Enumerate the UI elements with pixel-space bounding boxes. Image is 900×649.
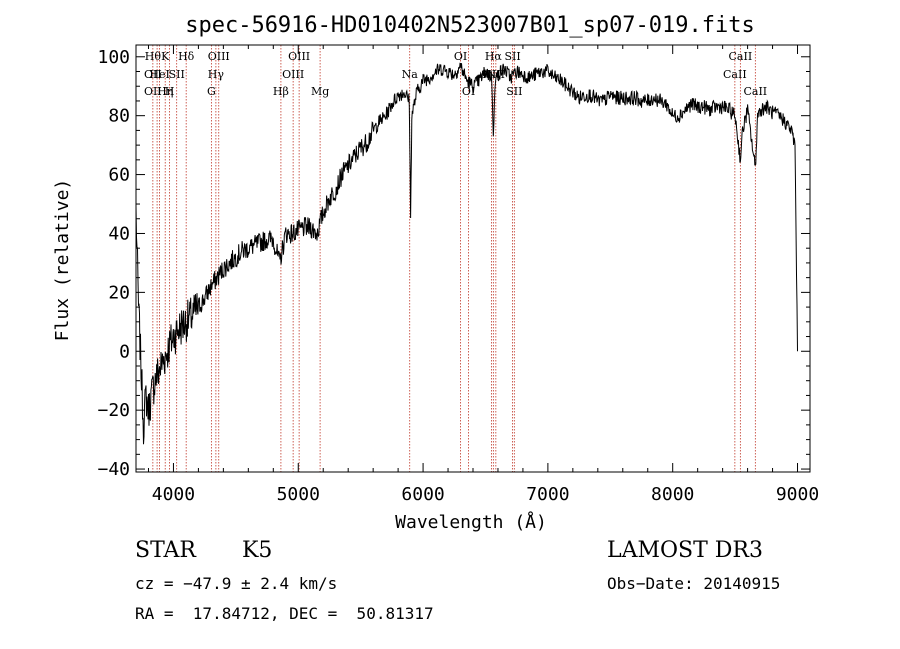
line-marker-label: Mg [311,85,329,98]
line-marker-label: HeI [149,68,169,81]
coordinates: RA = 17.84712, DEC = 50.81317 [135,604,434,623]
line-marker-label: CaII [743,85,767,98]
line-marker-label: OIII [288,50,310,63]
line-marker-label: Hγ [208,68,225,81]
line-marker-label: OII [144,85,162,98]
line-marker-label: H [165,85,175,98]
y-axis: −40 −20 0 20 40 60 80 100 [97,47,810,480]
line-marker-label: OIII [208,50,230,63]
subclass: K5 [242,538,273,563]
x-tick-label: 6000 [401,484,444,505]
line-marker-label: OII [144,68,162,81]
line-marker-label: K [161,50,170,63]
observation-date: Obs−Date: 20140915 [607,574,781,593]
line-marker-label: SII [504,50,520,63]
y-tick-label: 20 [108,282,130,303]
x-axis-label: Wavelength (Å) [395,511,547,533]
y-tick-label: 0 [119,341,130,362]
line-marker-label: CaII [729,50,753,63]
x-tick-label: 4000 [152,484,195,505]
line-marker-label: Hβ [273,85,289,98]
y-tick-label: −20 [97,400,130,421]
line-marker-label: OI [462,85,475,98]
line-marker-label: OI [454,50,467,63]
y-tick-label: −40 [97,459,130,480]
line-marker-label: OIII [282,68,304,81]
object-class: STAR [135,538,196,563]
spectrum-line [135,62,798,445]
line-marker-label: Hδ [178,50,195,63]
x-tick-label: 9000 [776,484,819,505]
line-marker-label: Hθ [145,50,162,63]
y-axis-label: Flux (relative) [52,179,73,342]
x-axis: 4000 5000 6000 7000 8000 9000 [147,45,819,505]
line-marker-label: Na [402,68,419,81]
y-tick-label: 40 [108,223,130,244]
line-marker-label: SII [506,85,522,98]
y-tick-label: 100 [97,47,130,68]
line-marker-label: SII [169,68,185,81]
survey-name: LAMOST DR3 [607,538,763,563]
y-tick-label: 60 [108,165,130,186]
y-tick-label: 80 [108,106,130,127]
line-marker-label: G [207,85,216,98]
chart-title: spec-56916-HD010402N523007B01_sp07-019.f… [185,13,755,38]
line-markers [152,45,756,472]
line-marker-label: CaII [723,68,747,81]
line-marker-label: Hα [485,50,503,63]
line-marker-label: Hη [157,85,173,98]
x-tick-label: 7000 [526,484,569,505]
x-tick-label: 5000 [277,484,320,505]
line-marker-labels: HθOIIOIIHeIKHηHSIIHδGHγOIIIHβOIIIOIIIMgN… [144,50,767,98]
redshift-velocity: cz = −47.9 ± 2.4 km/s [135,574,338,593]
x-tick-label: 8000 [651,484,694,505]
